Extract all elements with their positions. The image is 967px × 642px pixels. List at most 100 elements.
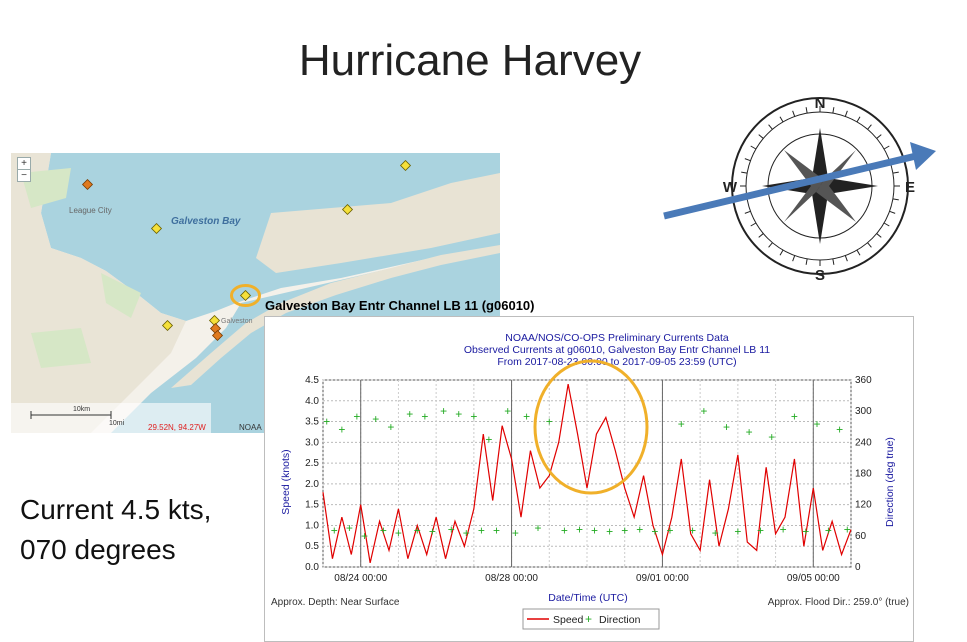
direction-point: + bbox=[512, 526, 519, 540]
direction-point: + bbox=[331, 524, 338, 538]
compass-tick bbox=[844, 110, 848, 117]
direction-point: + bbox=[448, 523, 455, 537]
station-marker[interactable] bbox=[211, 329, 224, 342]
approx-flood-dir: Approx. Flood Dir.: 259.0° (true) bbox=[768, 597, 909, 608]
direction-point: + bbox=[678, 417, 685, 431]
compass-point-sw bbox=[784, 182, 820, 222]
y-tick-label: 1.0 bbox=[305, 520, 319, 531]
compass-tick bbox=[805, 107, 808, 114]
direction-point: + bbox=[361, 529, 368, 543]
current-direction-arrowhead bbox=[910, 142, 936, 170]
direction-point: + bbox=[338, 422, 345, 436]
direction-point: + bbox=[825, 524, 832, 538]
station-marker[interactable] bbox=[161, 319, 174, 332]
y-tick-label: 2.5 bbox=[305, 458, 319, 469]
zoom-in-button[interactable]: + bbox=[17, 157, 31, 170]
compass-rose: N S E W bbox=[660, 88, 942, 288]
selected-station-marker[interactable] bbox=[239, 289, 252, 302]
approx-depth: Approx. Depth: Near Surface bbox=[271, 597, 400, 608]
y2-axis-label: Direction (deg true) bbox=[884, 437, 896, 527]
chart-header-3: From 2017-08-23 00:00 to 2017-09-05 23:5… bbox=[497, 356, 736, 368]
map-markers bbox=[30, 159, 412, 419]
direction-point: + bbox=[576, 523, 583, 537]
compass-tick bbox=[750, 222, 757, 227]
station-marker[interactable] bbox=[81, 178, 94, 191]
compass-tick bbox=[744, 158, 751, 162]
slide-title: Hurricane Harvey bbox=[298, 36, 642, 85]
direction-point: + bbox=[757, 524, 764, 538]
direction-point: + bbox=[791, 409, 798, 423]
direction-point: + bbox=[406, 407, 413, 421]
peak-highlight-circle bbox=[533, 359, 649, 495]
direction-point: + bbox=[372, 412, 379, 426]
zoom-out-button[interactable]: − bbox=[17, 169, 31, 182]
direction-point: + bbox=[414, 524, 421, 538]
compass-w-label: W bbox=[723, 179, 738, 196]
x-tick-label: 09/01 00:00 bbox=[636, 573, 689, 584]
compass-tick bbox=[876, 134, 882, 139]
y-tick-label: 0.0 bbox=[305, 562, 319, 573]
compass-tick bbox=[889, 210, 896, 214]
current-direction-arrow bbox=[663, 152, 917, 220]
compass-tick bbox=[792, 110, 796, 117]
compass-tick bbox=[856, 116, 861, 123]
station-marker[interactable] bbox=[208, 314, 221, 327]
y-tick-label: 0.5 bbox=[305, 541, 319, 552]
compass-tick bbox=[779, 116, 784, 123]
direction-point: + bbox=[561, 524, 568, 538]
legend-box bbox=[522, 608, 660, 630]
direction-point: + bbox=[636, 523, 643, 537]
compass-point-e bbox=[820, 178, 878, 194]
currents-chart: NOAA/NOS/CO-OPS Preliminary Currents Dat… bbox=[271, 332, 909, 630]
y2-tick-label: 60 bbox=[855, 531, 867, 542]
compass-tick bbox=[844, 255, 848, 262]
compass-tick bbox=[741, 171, 748, 174]
direction-point: + bbox=[651, 525, 658, 539]
x-tick-label: 09/05 00:00 bbox=[787, 573, 840, 584]
direction-point: + bbox=[844, 523, 851, 537]
y2-tick-label: 180 bbox=[855, 469, 872, 480]
compass-s-label: S bbox=[815, 267, 825, 284]
x-tick-label: 08/28 00:00 bbox=[485, 573, 538, 584]
direction-point: + bbox=[380, 524, 387, 538]
compass-n-label: N bbox=[815, 95, 826, 112]
compass-svg: N S E W bbox=[663, 95, 936, 284]
bolivar-land bbox=[256, 173, 500, 273]
direction-point: + bbox=[836, 422, 843, 436]
chart-header-1: NOAA/NOS/CO-OPS Preliminary Currents Dat… bbox=[505, 332, 729, 344]
y2-tick-label: 120 bbox=[855, 500, 872, 511]
y-tick-label: 1.5 bbox=[305, 500, 319, 511]
direction-point: + bbox=[606, 525, 613, 539]
direction-point: + bbox=[689, 524, 696, 538]
compass-tick bbox=[883, 145, 890, 150]
x-axis-label: Date/Time (UTC) bbox=[548, 592, 628, 604]
y2-tick-label: 360 bbox=[855, 375, 872, 386]
direction-point: + bbox=[323, 415, 330, 429]
compass-point-n bbox=[812, 128, 828, 186]
legend-direction-swatch: + bbox=[585, 612, 592, 626]
series-speed-line bbox=[322, 384, 852, 563]
station-marker[interactable] bbox=[341, 203, 354, 216]
direction-point: + bbox=[621, 524, 628, 538]
direction-point: + bbox=[700, 404, 707, 418]
compass-tick bbox=[867, 124, 872, 130]
direction-point: + bbox=[485, 433, 492, 447]
compass-tick bbox=[750, 145, 757, 150]
land-patches bbox=[21, 168, 141, 368]
compass-tick bbox=[856, 249, 861, 256]
legend-direction-label: Direction bbox=[599, 614, 641, 626]
direction-point: + bbox=[395, 526, 402, 540]
y-tick-label: 3.5 bbox=[305, 417, 319, 428]
current-note: Current 4.5 kts, 070 degrees bbox=[20, 490, 211, 570]
direction-point: + bbox=[780, 523, 787, 537]
y2-tick-label: 0 bbox=[855, 562, 861, 573]
compass-point-se bbox=[816, 182, 856, 222]
station-marker[interactable] bbox=[399, 159, 412, 172]
station-marker[interactable] bbox=[150, 222, 163, 235]
compass-tick bbox=[768, 242, 773, 248]
current-note-line2: 070 degrees bbox=[20, 534, 176, 565]
y2-tick-label: 300 bbox=[855, 406, 872, 417]
compass-tick bbox=[758, 134, 764, 139]
compass-tick bbox=[744, 210, 751, 214]
compass-tick bbox=[768, 124, 773, 130]
